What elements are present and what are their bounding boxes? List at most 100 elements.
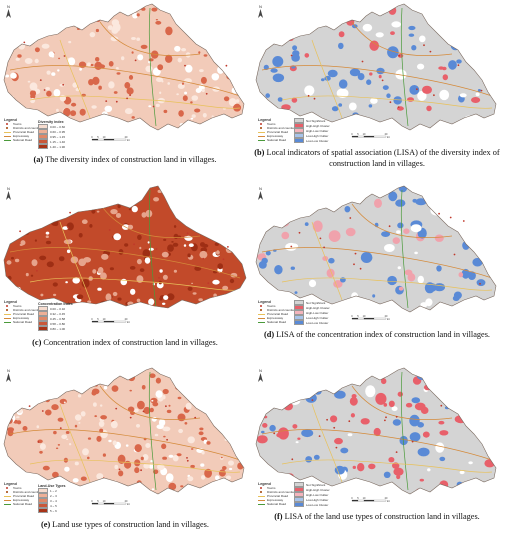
- map-patch: [174, 198, 180, 204]
- map-patch: [136, 37, 141, 41]
- caption-text: The diversity index of construction land…: [43, 155, 217, 164]
- map-patch: [78, 422, 81, 424]
- town-marker: [335, 446, 338, 449]
- map-patch: [5, 74, 10, 78]
- map-patch: [230, 66, 237, 73]
- town-marker: [318, 435, 321, 437]
- map-patch: [464, 115, 476, 123]
- road-line: [351, 21, 453, 57]
- road-line: [281, 95, 493, 109]
- map-patch: [37, 31, 40, 34]
- scale-label: 20: [125, 318, 128, 321]
- class-swatch: [294, 128, 304, 133]
- region-fill: [256, 4, 496, 130]
- map-patch: [228, 460, 234, 466]
- map-patch: [225, 475, 232, 480]
- town-marker: [37, 441, 40, 443]
- map-patch: [365, 385, 376, 398]
- map-patch: [80, 384, 87, 389]
- map-patch: [59, 19, 67, 28]
- map-patch: [232, 51, 240, 59]
- map-patch: [176, 453, 182, 457]
- line-symbol-icon: [258, 499, 265, 501]
- class-label: High-Low Outlier: [306, 310, 329, 315]
- map-patch: [132, 12, 138, 19]
- map-patch: [173, 225, 177, 228]
- map-patch: [204, 468, 213, 478]
- class-swatch: [38, 508, 48, 513]
- town-marker: [186, 232, 189, 235]
- map-patch: [45, 231, 50, 235]
- road-line: [311, 221, 343, 301]
- map-patch: [193, 123, 199, 128]
- map-patch: [350, 413, 355, 418]
- map-patch: [206, 441, 211, 445]
- legend-item: Districts and counties: [4, 490, 42, 494]
- map-patch: [163, 238, 167, 241]
- map-patch: [111, 19, 120, 27]
- map-patch: [104, 105, 113, 113]
- map-patch: [16, 416, 20, 419]
- map-patch: [360, 252, 373, 263]
- scale-segment: [373, 317, 387, 320]
- map-patch: [115, 213, 122, 218]
- class-label: High-Low Outlier: [306, 128, 329, 133]
- map-patch: [197, 384, 205, 389]
- map-patch: [163, 109, 168, 114]
- legend-title: Legend: [4, 300, 17, 304]
- town-marker: [381, 79, 384, 82]
- map-patch: [334, 437, 343, 445]
- map-patch: [178, 428, 184, 434]
- class-swatch: [38, 134, 48, 139]
- scale-segment: [357, 499, 365, 502]
- legend-item: Districts and counties: [258, 126, 296, 130]
- map-patch: [22, 426, 28, 431]
- map-patch: [217, 65, 224, 74]
- map-patch: [181, 48, 187, 52]
- scale-segment: [91, 320, 99, 323]
- north-arrow: N: [6, 4, 11, 19]
- legend-item: National Road: [258, 502, 296, 506]
- map-patch: [147, 241, 150, 244]
- caption-text: LISA of the concentration index of const…: [274, 330, 491, 339]
- map-patch: [464, 29, 470, 34]
- town-marker: [129, 416, 132, 419]
- class-legend-item: High-Low Outlier: [294, 492, 330, 497]
- map-patch: [481, 413, 486, 416]
- map-patch: [273, 390, 283, 400]
- map-patch: [150, 460, 154, 463]
- map-patch: [417, 90, 427, 101]
- town-marker: [354, 252, 357, 255]
- class-legend: Not Significant High-High Cluster High-Low…: [294, 118, 330, 143]
- map-patch: [368, 463, 376, 470]
- map-patch: [392, 237, 400, 244]
- map-patch: [74, 189, 80, 193]
- map-patch: [340, 447, 349, 454]
- legend-item-label: Districts and counties: [13, 490, 42, 494]
- point-symbol-icon: [6, 127, 8, 129]
- map-patch: [173, 207, 180, 212]
- map-patch: [202, 405, 210, 412]
- class-legend: Not Significant High-High Cluster High-Low…: [294, 482, 330, 507]
- map-patch: [434, 189, 441, 196]
- map-patch: [373, 427, 381, 437]
- class-swatch: [294, 487, 304, 492]
- map-patch: [211, 186, 215, 188]
- map-patch: [73, 122, 78, 126]
- town-marker: [207, 282, 210, 285]
- road-line: [351, 203, 453, 239]
- map-patch: [48, 51, 55, 58]
- line-symbol-icon: [258, 131, 265, 133]
- map-patch: [130, 288, 136, 295]
- map-patch: [409, 432, 421, 442]
- map-patch: [174, 45, 181, 52]
- map-patch: [210, 304, 215, 308]
- map-patch: [44, 396, 51, 403]
- town-marker: [115, 407, 118, 410]
- legend-item: Expressway: [258, 134, 296, 138]
- map-patch: [185, 64, 193, 73]
- map-patch: [239, 294, 245, 300]
- map-patch: [128, 75, 134, 80]
- map-patch: [199, 69, 204, 73]
- town-marker: [291, 458, 294, 461]
